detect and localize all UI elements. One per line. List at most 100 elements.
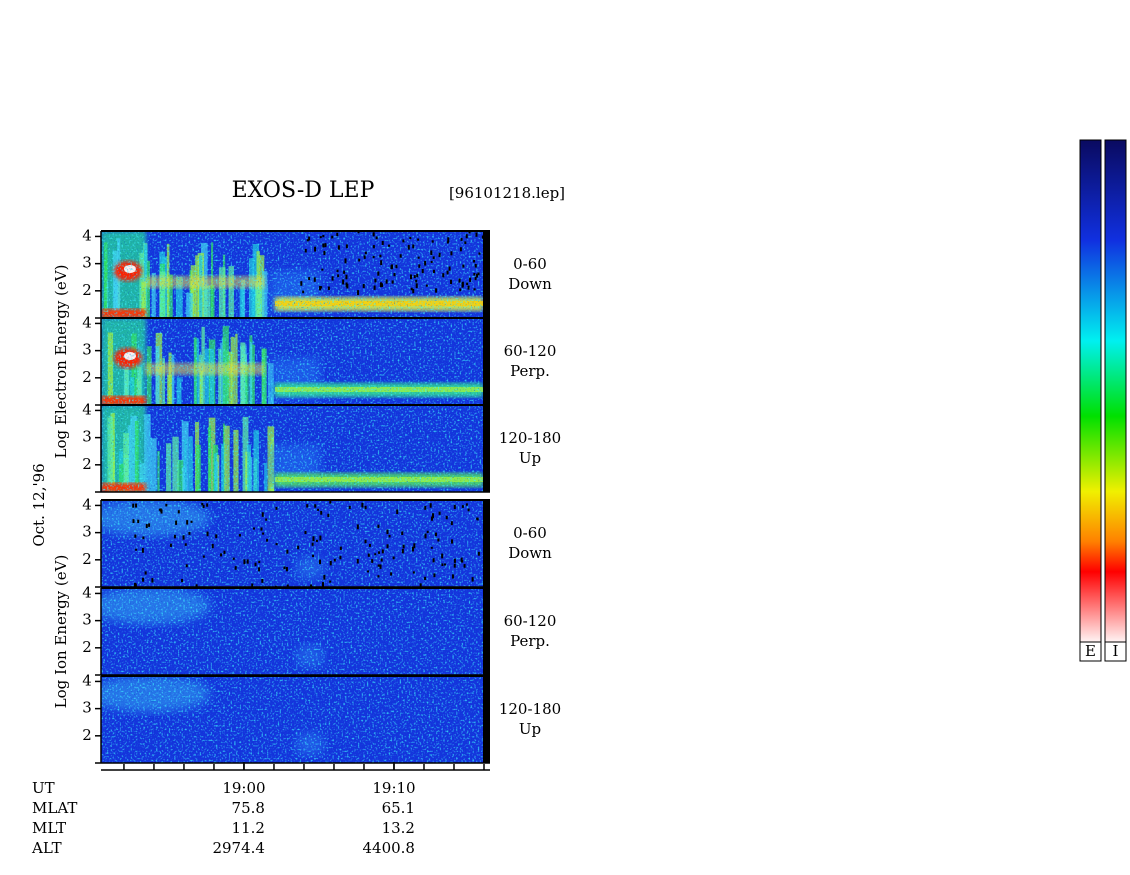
dropout xyxy=(344,258,347,264)
dropout xyxy=(446,270,449,275)
y-tick-label: 4 xyxy=(82,313,92,331)
panel-direction: Up xyxy=(519,449,541,467)
dropout xyxy=(343,270,346,274)
dropout xyxy=(348,505,351,509)
dropout xyxy=(144,571,147,575)
dropout xyxy=(453,504,456,510)
dropout xyxy=(407,244,410,250)
dropout xyxy=(421,268,424,274)
edge-band xyxy=(483,405,490,492)
ephemeris-value: 2974.4 xyxy=(212,839,265,857)
dropout xyxy=(379,282,382,288)
y-tick-label: 2 xyxy=(82,726,92,744)
dropout xyxy=(469,277,472,282)
dropout xyxy=(465,503,468,506)
dropout xyxy=(451,574,454,579)
dropout xyxy=(134,583,137,587)
dropout xyxy=(415,283,418,289)
dropout xyxy=(342,279,345,285)
dropout xyxy=(304,248,307,253)
dropout xyxy=(380,260,383,266)
dropout xyxy=(364,539,367,544)
dropout xyxy=(182,535,185,540)
dropout xyxy=(283,566,286,570)
dropout xyxy=(337,245,340,250)
dropout xyxy=(450,251,453,256)
dropout xyxy=(206,503,209,507)
dropout xyxy=(459,288,462,292)
edge-band xyxy=(483,231,490,318)
spectrogram xyxy=(101,405,483,492)
dropout xyxy=(201,502,204,506)
edge-band xyxy=(483,588,490,675)
dropout xyxy=(445,515,448,520)
dropout xyxy=(261,512,264,517)
panel-angle: 120-180 xyxy=(499,700,561,718)
dropout xyxy=(336,232,339,237)
dropout xyxy=(320,286,323,289)
dropout xyxy=(132,519,135,523)
dropout xyxy=(135,503,138,508)
dropout xyxy=(312,536,315,542)
dropout xyxy=(375,236,378,240)
dropout xyxy=(416,273,419,278)
dropout xyxy=(329,500,332,504)
dropout xyxy=(444,563,447,566)
dropout xyxy=(300,281,303,286)
spectrogram xyxy=(101,588,483,675)
dropout xyxy=(260,527,263,531)
dropout xyxy=(401,548,404,554)
dropout xyxy=(461,505,464,508)
dropout xyxy=(322,243,325,248)
dropout xyxy=(418,264,421,268)
dropout xyxy=(437,538,440,542)
panel-direction: Up xyxy=(519,720,541,738)
y-tick-label: 4 xyxy=(82,495,92,513)
dropout xyxy=(142,577,145,582)
dropout xyxy=(308,277,311,281)
ephemeris-value: 75.8 xyxy=(232,799,265,817)
dropout xyxy=(432,256,435,259)
panel-direction: Down xyxy=(508,544,552,562)
dropout xyxy=(438,252,441,257)
panel-angle: 60-120 xyxy=(504,342,557,360)
dropout xyxy=(320,510,323,515)
ephemeris-value: 65.1 xyxy=(382,799,415,817)
dropout xyxy=(474,276,477,281)
y-tick-label: 3 xyxy=(82,428,92,446)
dropout xyxy=(372,245,375,249)
dropout xyxy=(357,290,360,296)
panel-angle: 60-120 xyxy=(504,612,557,630)
colorbar-label: I xyxy=(1113,642,1119,660)
edge-band xyxy=(483,500,490,587)
dropout xyxy=(314,246,317,252)
ephemeris-label: ALT xyxy=(31,839,62,857)
dropout xyxy=(476,517,479,521)
dropout xyxy=(413,275,416,279)
dropout xyxy=(358,258,361,262)
dropout xyxy=(364,505,367,510)
speckle xyxy=(101,500,483,587)
ephemeris-label: UT xyxy=(32,779,55,797)
dropout xyxy=(458,278,461,283)
colorbar-label-box xyxy=(1079,641,1102,662)
x-tick-label: 19:10 xyxy=(372,779,415,797)
dropout xyxy=(451,539,454,544)
dropout xyxy=(377,575,380,578)
dropout xyxy=(450,279,453,285)
dropout xyxy=(319,285,322,291)
dropout xyxy=(386,544,389,549)
dropout xyxy=(135,548,138,551)
dropout xyxy=(409,274,412,280)
dropout xyxy=(285,567,288,572)
dropout xyxy=(132,503,135,508)
dropout xyxy=(220,553,223,557)
dropout xyxy=(258,567,261,572)
speckle xyxy=(101,405,483,492)
dropout xyxy=(202,555,205,558)
dropout xyxy=(450,521,453,526)
dropout xyxy=(466,282,469,286)
dropout xyxy=(142,536,145,540)
dropout xyxy=(372,255,375,259)
dropout xyxy=(243,559,246,565)
